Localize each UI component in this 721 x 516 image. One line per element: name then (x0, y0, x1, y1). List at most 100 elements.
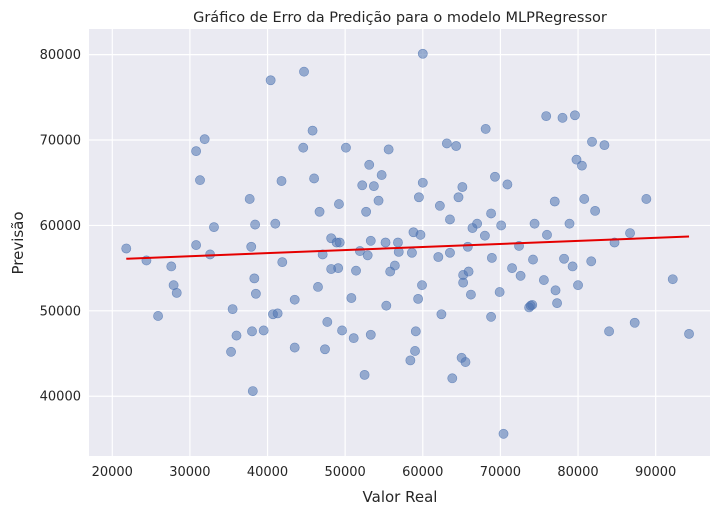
scatter-point (538, 275, 549, 285)
scatter-point (436, 309, 447, 320)
scatter-point (317, 249, 328, 260)
scatter-point (462, 241, 473, 252)
scatter-point (434, 200, 445, 211)
scatter-point (376, 170, 387, 180)
scatter-point (231, 330, 242, 341)
scatter-point (227, 304, 238, 315)
scatter-point (433, 252, 444, 262)
scatter-point (641, 194, 652, 204)
scatter-point (445, 214, 455, 225)
scatter-point (577, 160, 587, 171)
scatter-point (490, 171, 500, 182)
scatter-point (313, 282, 323, 292)
scatter-point (480, 124, 491, 134)
scatter-point (629, 317, 640, 328)
scatter-point (351, 265, 361, 276)
scatter-point (472, 218, 483, 229)
scatter-point (191, 146, 202, 157)
scatter-point (195, 175, 205, 186)
scatter-point (570, 110, 580, 121)
scatter-point (587, 136, 597, 147)
scatter-point (542, 229, 552, 240)
scatter-point (289, 294, 300, 305)
scatter-point (166, 261, 177, 272)
y-tick-label: 70000 (40, 134, 81, 149)
scatter-point (528, 254, 538, 265)
fit-line-group (126, 235, 690, 260)
scatter-point (494, 287, 505, 297)
scatter-point (368, 181, 379, 192)
scatter-point (191, 240, 202, 250)
scatter-point (277, 257, 288, 268)
scatter-point (414, 192, 424, 203)
y-axis-label: Previsão (9, 211, 27, 274)
scatter-point (299, 66, 309, 77)
scatter-point (322, 317, 333, 327)
scatter-point (393, 237, 403, 248)
scatter-point (244, 194, 255, 204)
scatter-point (573, 280, 583, 291)
scatter-point (417, 48, 428, 59)
scatter-point (441, 138, 452, 149)
scatter-point (365, 235, 376, 246)
scatter-point (250, 219, 261, 230)
scatter-point (383, 144, 394, 155)
y-tick-label: 40000 (40, 390, 81, 405)
x-tick-labels: 20000 30000 40000 50000 60000 70000 80000 90000 (92, 465, 677, 480)
scatter-point (486, 311, 496, 322)
scatter-point (590, 206, 601, 216)
scatter-point (486, 252, 497, 263)
scatter-point (559, 253, 569, 264)
scatter-point (307, 125, 318, 136)
x-tick-label: 20000 (92, 465, 133, 480)
scatter-point (460, 357, 471, 367)
scatter-point (334, 199, 344, 209)
scatter-point (348, 333, 359, 344)
scatter-point (250, 288, 261, 299)
scatter-point (258, 325, 269, 336)
scatter-point (529, 218, 540, 229)
scatter-point (153, 311, 163, 321)
scatter-point (496, 220, 507, 231)
y-tick-label: 80000 (40, 48, 81, 63)
scatter-point (599, 140, 610, 151)
scatter-point (557, 112, 568, 123)
scatter-point (380, 237, 391, 248)
y-tick-label: 60000 (40, 219, 81, 234)
scatter-point (604, 326, 614, 337)
scatter-point (270, 218, 281, 229)
scatter-point (541, 111, 552, 122)
scatter-point (463, 266, 474, 277)
x-tick-label: 80000 (557, 465, 598, 480)
scatter-point (309, 173, 320, 184)
scatter-point (486, 208, 496, 219)
scatter-point (381, 300, 392, 311)
scatter-point (246, 241, 257, 252)
scatter-point (549, 196, 560, 207)
scatter-point (552, 298, 562, 309)
y-tick-label: 50000 (40, 304, 81, 319)
scatter-point (334, 237, 345, 248)
scatter-point (314, 206, 325, 217)
scatter-point (564, 218, 575, 229)
fit-line (126, 235, 690, 260)
x-tick-label: 30000 (169, 465, 210, 480)
scatter-point (341, 142, 351, 153)
scatter-point (171, 287, 182, 298)
chart-title: Gráfico de Erro da Predição para o model… (193, 10, 607, 26)
scatter-point (417, 280, 427, 291)
scatter-point (667, 274, 678, 285)
scatter-point (457, 182, 468, 192)
scatter-point (407, 247, 417, 258)
x-tick-label: 70000 (480, 465, 521, 480)
scatter-point (527, 299, 538, 310)
scatter-point (417, 177, 428, 188)
scatter-point (272, 308, 283, 319)
scatter-point (265, 75, 276, 86)
scatter-point (337, 325, 347, 336)
scatter-point (410, 326, 421, 337)
scatter-point (389, 260, 400, 271)
scatter-point (447, 373, 458, 384)
x-tick-label: 40000 (247, 465, 288, 480)
